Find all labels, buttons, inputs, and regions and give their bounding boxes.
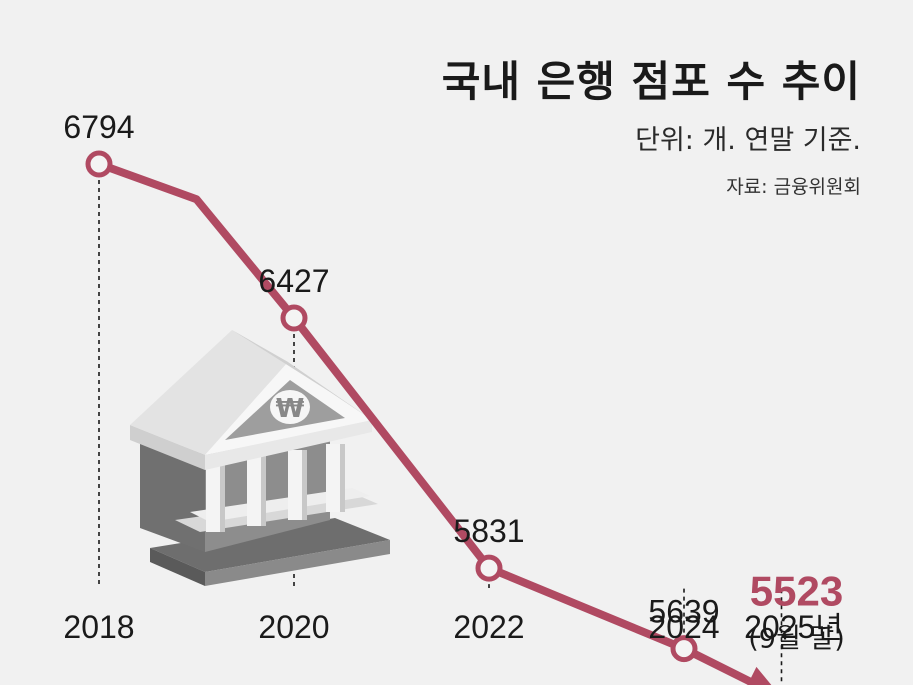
data-labels: 6794 6427 5831 5639 5523 (9월 말) [63, 109, 844, 654]
chart-title: 국내 은행 점포 수 추이 [441, 57, 861, 106]
bank-building-icon [130, 330, 390, 586]
trend-arrowhead [747, 666, 772, 685]
x-axis-labels: 2018 2020 2022 2024 2025년 [63, 609, 842, 646]
data-label-2022: 5831 [453, 513, 524, 549]
svg-text:₩: ₩ [276, 394, 305, 424]
data-markers [85, 150, 698, 663]
x-tick-label: 2018 [63, 609, 134, 645]
x-tick-label: 2022 [453, 609, 524, 645]
data-label-2020: 6427 [258, 263, 329, 299]
data-point-2018 [85, 150, 113, 178]
data-label-2025: 5523 [750, 567, 843, 614]
data-point-2024 [670, 635, 698, 663]
unit-note: 단위: 개. 연말 기준. [635, 125, 861, 156]
x-tick-label: 2020 [258, 609, 329, 645]
data-point-2022 [475, 554, 503, 582]
won-sign-icon: ₩ [270, 390, 310, 424]
x-tick-label: 2025년 [744, 609, 843, 646]
data-label-2024: 5639 [648, 594, 719, 630]
data-label-2018: 6794 [63, 109, 134, 145]
data-point-2020 [280, 304, 308, 332]
source-note: 자료: 금융위원회 [726, 176, 861, 198]
x-tick-label: 2024 [648, 609, 719, 645]
data-label-note: (9월 말) [748, 623, 845, 654]
